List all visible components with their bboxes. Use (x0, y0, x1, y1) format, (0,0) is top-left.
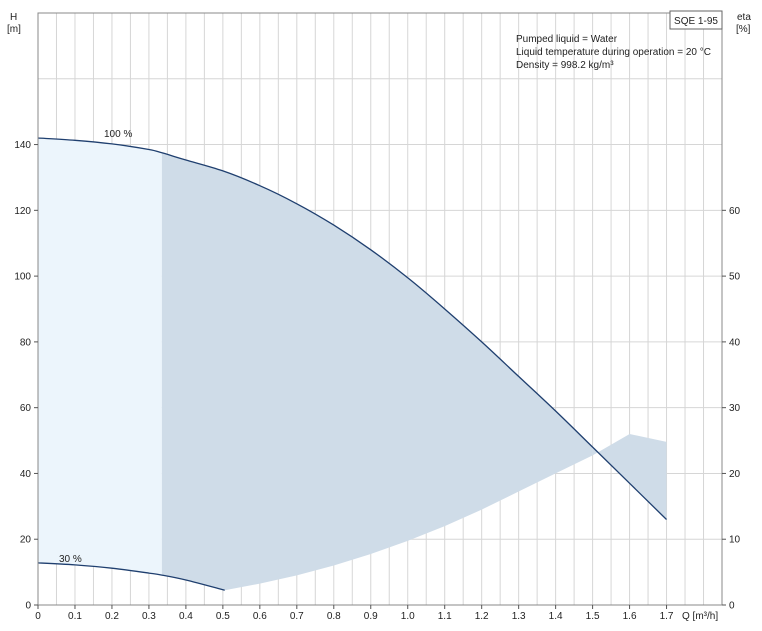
y-right-tick-label: 60 (729, 206, 741, 217)
note-temperature: Liquid temperature during operation = 20… (516, 47, 711, 58)
x-tick-label: 1.3 (512, 611, 526, 622)
y-left-unit: [m] (7, 24, 21, 35)
x-tick-label: 1.7 (660, 611, 674, 622)
y-right-symbol: eta (737, 12, 751, 23)
curve-30-percent (37, 562, 225, 591)
y-right-unit: [%] (736, 24, 751, 35)
curve-100-percent (37, 137, 667, 520)
x-tick-label: 1.0 (401, 611, 415, 622)
x-tick-label: 0.7 (290, 611, 304, 622)
x-tick-label: 1.4 (549, 611, 563, 622)
x-tick-label: 0.4 (179, 611, 193, 622)
note-liquid: Pumped liquid = Water (516, 34, 618, 45)
plot-frame (37, 12, 723, 606)
title-box (669, 10, 723, 30)
series-label-30: 30 % (59, 554, 82, 565)
x-axis-label: Q [m³/h] (682, 611, 718, 622)
y-left-tick-label: 140 (14, 140, 31, 151)
y-left-tick-label: 20 (20, 535, 32, 546)
series-label-100: 100 % (104, 129, 132, 140)
x-tick-label: 0.8 (327, 611, 341, 622)
y-right-tick-label: 10 (729, 535, 741, 546)
y-right-tick-label: 40 (729, 337, 741, 348)
y-left-tick-label: 120 (14, 206, 31, 217)
operating-region (161, 152, 667, 591)
x-tick-label: 1.2 (475, 611, 489, 622)
x-tick-label: 0.1 (68, 611, 82, 622)
y-left-tick-label: 0 (25, 601, 31, 612)
y-right-tick-label: 20 (729, 469, 741, 480)
chart-title: SQE 1-95 (674, 16, 718, 27)
y-right-tick-label: 0 (729, 601, 735, 612)
x-tick-label: 0.2 (105, 611, 119, 622)
x-tick-label: 0.6 (253, 611, 267, 622)
x-tick-label: 0.5 (216, 611, 230, 622)
y-right-tick-label: 50 (729, 272, 741, 283)
x-tick-label: 1.5 (586, 611, 600, 622)
y-left-tick-label: 80 (20, 337, 32, 348)
y-left-axis-ticks: 0 20 40 60 80 100 120 140 (14, 140, 38, 612)
y-right-tick-label: 30 (729, 403, 741, 414)
y-right-axis-ticks: 0 10 20 30 40 50 60 (722, 206, 741, 612)
x-tick-label: 0.9 (364, 611, 378, 622)
y-left-tick-label: 40 (20, 469, 32, 480)
y-left-symbol: H (10, 12, 17, 23)
light-region (38, 138, 162, 576)
note-density: Density = 998.2 kg/m³ (516, 60, 614, 71)
x-tick-label: 1.1 (438, 611, 452, 622)
y-left-tick-label: 60 (20, 403, 32, 414)
y-left-tick-label: 100 (14, 272, 31, 283)
x-tick-label: 0.3 (142, 611, 156, 622)
x-tick-label: 1.6 (623, 611, 637, 622)
x-tick-label: 0 (35, 611, 41, 622)
x-axis-ticks: 0 0.1 0.2 0.3 0.4 0.5 0.6 0.7 0.8 0.9 1.0 1.1 1.2 1.3… (35, 605, 674, 622)
